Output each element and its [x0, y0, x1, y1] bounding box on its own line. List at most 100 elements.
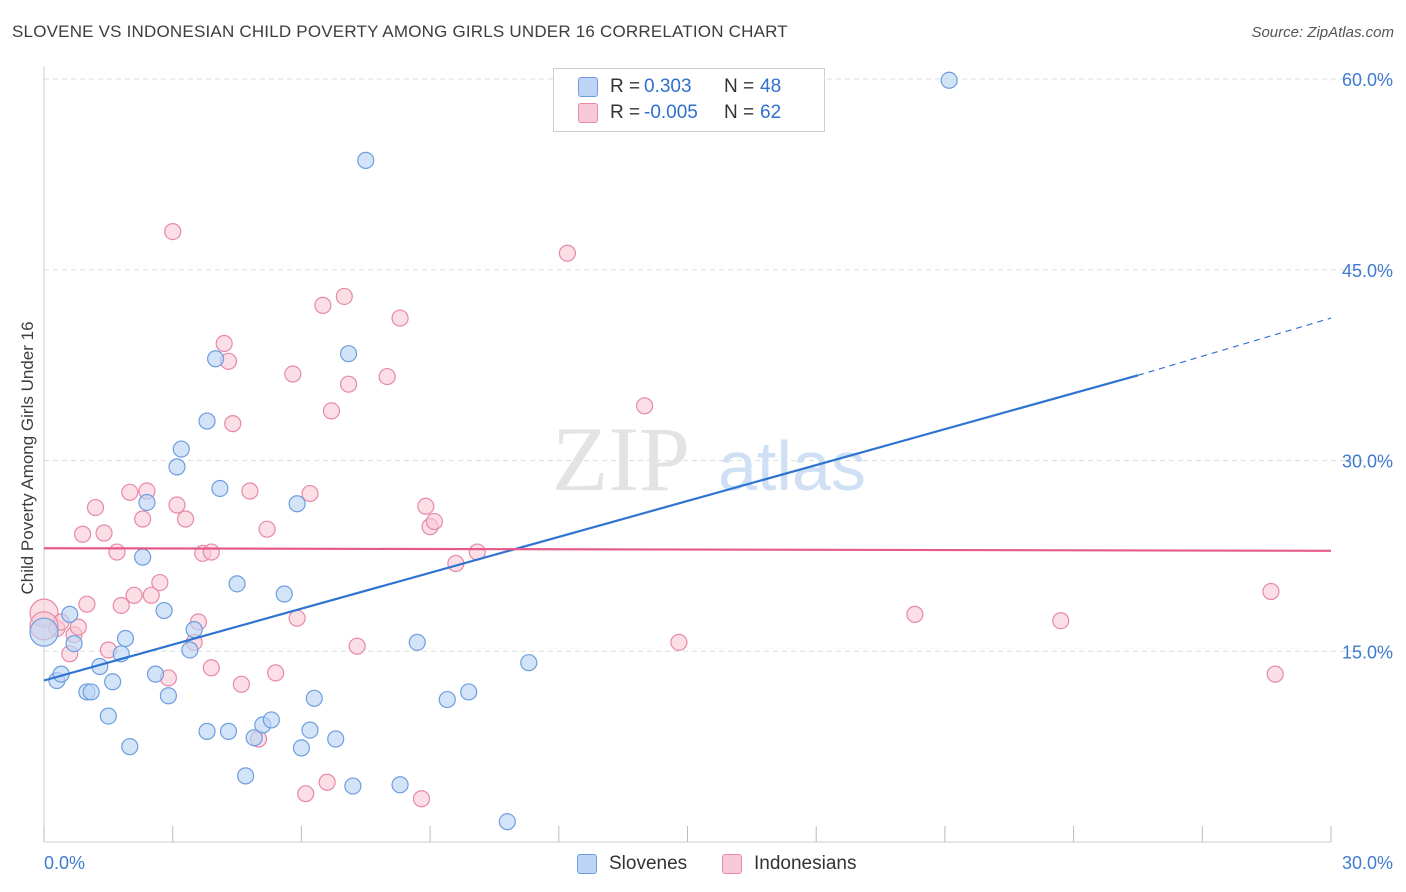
- indonesians-point: [417, 497, 435, 515]
- indonesians-points: [29, 223, 1284, 808]
- slovenes-point: [301, 721, 319, 739]
- slovenes-point: [327, 730, 345, 748]
- indonesians-point: [635, 397, 654, 415]
- correlation-legend: R = 0.303 N = 48 R = -0.005 N = 62: [553, 68, 825, 132]
- slovenes-point: [207, 350, 225, 368]
- y-tick-label: 30.0%: [1342, 452, 1393, 472]
- slovenes-point: [288, 495, 306, 513]
- slovenes-trend-extension: [1137, 317, 1332, 376]
- slovenes-point: [408, 633, 426, 651]
- slovenes-trend-line: [43, 374, 1139, 682]
- slovenes-point: [940, 71, 958, 89]
- indonesians-point: [74, 525, 92, 543]
- slovenes-point: [138, 493, 156, 512]
- legend-n-label: N =: [724, 102, 755, 123]
- slovenes-point: [155, 601, 173, 620]
- legend-swatch-pink: [578, 103, 598, 123]
- slovenes-point: [121, 738, 139, 756]
- x-tick-label: 30.0%: [1342, 853, 1393, 873]
- slovenes-point: [262, 711, 280, 729]
- y-tick-label: 60.0%: [1342, 70, 1393, 90]
- trend-lines: [43, 317, 1332, 682]
- slovenes-point: [344, 777, 362, 795]
- y-tick-label: 45.0%: [1342, 261, 1393, 281]
- legend-r-label: R =: [610, 102, 641, 123]
- indonesians-point: [168, 496, 186, 514]
- indonesians-point: [339, 375, 358, 393]
- slovenes-point: [305, 689, 323, 707]
- indonesians-point: [69, 618, 87, 636]
- indonesians-point: [108, 543, 126, 561]
- tick-labels: 15.0% 30.0% 45.0% 60.0% 0.0% 30.0%: [44, 70, 1393, 873]
- indonesians-point: [1052, 612, 1070, 630]
- legend-row-slovenes: R = 0.303 N = 48: [578, 75, 781, 99]
- legend-row-indonesians: R = -0.005 N = 62: [578, 101, 781, 125]
- slovenes-point: [198, 412, 216, 430]
- indonesians-point: [121, 483, 139, 501]
- slovenes-point: [438, 690, 456, 709]
- slovenes-point: [198, 722, 216, 740]
- slovenes-point: [339, 345, 358, 363]
- indonesians-point: [297, 785, 315, 803]
- y-axis-label: Child Poverty Among Girls Under 16: [18, 321, 37, 594]
- slovenes-point: [61, 605, 79, 623]
- indonesians-point: [258, 520, 276, 538]
- indonesians-point: [314, 296, 332, 314]
- bottom-legend-label: Slovenes: [609, 853, 688, 874]
- legend-n-label: N =: [724, 76, 755, 97]
- indonesians-point: [284, 365, 302, 383]
- slovenes-point: [237, 767, 255, 785]
- slovenes-point: [104, 673, 122, 691]
- slovenes-point: [29, 617, 59, 647]
- indonesians-point: [125, 586, 143, 604]
- indonesians-point: [151, 573, 169, 592]
- bottom-legend-indonesians: Indonesians: [722, 852, 856, 876]
- indonesians-point: [142, 586, 160, 604]
- indonesians-point: [267, 664, 285, 682]
- indonesians-point: [86, 498, 105, 517]
- bottom-legend-label: Indonesians: [754, 853, 857, 874]
- indonesians-point: [1266, 665, 1284, 683]
- indonesians-point: [78, 595, 96, 613]
- indonesians-point: [906, 605, 924, 623]
- slovenes-point: [219, 722, 238, 740]
- slovenes-point: [134, 548, 152, 566]
- indonesians-point: [318, 773, 336, 791]
- indonesians-point: [202, 543, 220, 561]
- slovenes-point: [292, 739, 310, 757]
- legend-n-value: 48: [760, 76, 782, 97]
- axes: [43, 66, 1332, 843]
- indonesians-point: [558, 244, 576, 262]
- slovenes-point: [460, 683, 478, 701]
- indonesians-point: [202, 659, 220, 677]
- indonesians-point: [134, 510, 152, 528]
- indonesians-point: [391, 309, 409, 327]
- indonesians-point: [301, 484, 319, 503]
- slovenes-point: [228, 575, 246, 593]
- indonesians-point: [232, 675, 250, 693]
- chart-title: SLOVENE VS INDONESIAN CHILD POVERTY AMON…: [12, 22, 788, 41]
- indonesians-trend-line: [43, 547, 1332, 552]
- slovenes-point: [275, 585, 293, 603]
- indonesians-point: [241, 482, 259, 500]
- slovenes-point: [159, 687, 178, 705]
- slovenes-point: [245, 729, 263, 747]
- legend-r-label: R =: [610, 76, 641, 97]
- bottom-swatch-blue: [577, 854, 597, 874]
- slovenes-point: [211, 479, 229, 498]
- watermark-zip: ZIP: [552, 408, 690, 510]
- indonesians-point: [348, 637, 366, 655]
- indonesians-point: [1262, 582, 1280, 601]
- grid-lines: [44, 78, 1393, 652]
- bottom-swatch-pink: [722, 854, 742, 874]
- legend-r-value: -0.005: [644, 102, 698, 123]
- slovenes-point: [99, 707, 117, 725]
- slovenes-point: [65, 635, 83, 653]
- slovenes-point: [168, 458, 186, 476]
- indonesians-point: [412, 790, 431, 808]
- legend-swatch-blue: [578, 77, 598, 97]
- indonesians-point: [112, 596, 130, 615]
- indonesians-point: [378, 367, 396, 386]
- indonesians-point: [670, 633, 688, 651]
